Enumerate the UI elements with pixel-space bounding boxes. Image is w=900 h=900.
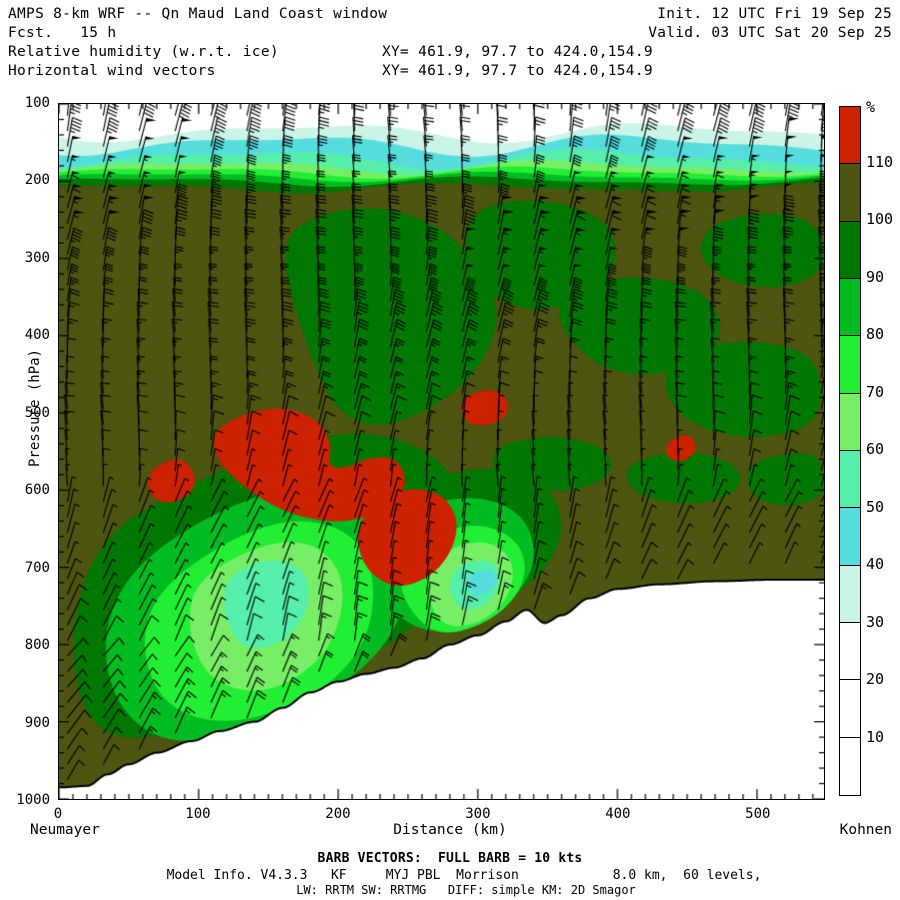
transect-coords-wind: XY= 461.9, 97.7 to 424.0,154.9 (382, 63, 653, 79)
x-tick-label: 0 (53, 806, 63, 822)
colorbar-tick-label: 100 (866, 210, 894, 228)
colorbar-band (840, 565, 860, 623)
model-info-line1: Model Info. V4.3.3 KF MYJ PBL Morrison 8… (166, 868, 762, 883)
y-tick-label: 1000 (16, 792, 50, 808)
colorbar (839, 106, 861, 796)
forecast-hour: Fcst. 15 h (8, 25, 117, 41)
colorbar-tick-label: 110 (866, 152, 894, 171)
colorbar-band (840, 393, 860, 451)
y-tick-label: 700 (24, 559, 50, 576)
x-tick-label: 400 (605, 806, 631, 822)
colorbar-band (840, 622, 860, 681)
colorbar-band (840, 737, 860, 795)
field-label-wind: Horizontal wind vectors (8, 63, 216, 79)
x-axis-title: Distance (km) (393, 822, 507, 838)
colorbar-tick-label: 50 (866, 497, 885, 516)
colorbar-tick-label: 70 (866, 382, 885, 401)
colorbar-band (840, 221, 860, 279)
colorbar-tick-label: 40 (866, 555, 885, 573)
valid-time: Valid. 03 UTC Sat 20 Sep 25 (648, 25, 892, 41)
init-time: Init. 12 UTC Fri 19 Sep 25 (657, 6, 892, 22)
colorbar-band (840, 107, 860, 165)
y-tick-label: 500 (24, 404, 50, 421)
y-tick-label: 300 (24, 249, 50, 266)
x-tick-label: 200 (325, 806, 351, 822)
model-info-line2: LW: RRTM SW: RRTMG DIFF: simple KM: 2D S… (296, 883, 636, 897)
plot-area (58, 103, 825, 800)
colorbar-band (840, 680, 860, 738)
transect-coords-rh: XY= 461.9, 97.7 to 424.0,154.9 (382, 44, 653, 60)
field-label-rh: Relative humidity (w.r.t. ice) (8, 44, 279, 60)
colorbar-tick-label: 90 (866, 267, 885, 286)
colorbar-band (840, 336, 860, 394)
right-endpoint-label: Kohnen (839, 822, 892, 838)
colorbar-tick-label: 10 (866, 727, 885, 746)
x-tick-label: 300 (465, 806, 491, 822)
y-axis-title: Pressure (hPa) (27, 349, 43, 468)
colorbar-band (840, 164, 860, 222)
figure-title: AMPS 8-km WRF -- Qn Maud Land Coast wind… (8, 6, 388, 22)
x-tick-label: 500 (745, 806, 771, 822)
colorbar-tick-label: 80 (866, 325, 885, 343)
colorbar-unit-label: % (866, 98, 876, 116)
colorbar-band (840, 450, 860, 509)
y-tick-label: 400 (24, 327, 50, 344)
y-tick-label: 800 (24, 637, 50, 654)
colorbar-band (840, 278, 860, 337)
colorbar-tick-label: 20 (866, 670, 885, 688)
x-tick-label: 100 (185, 806, 211, 822)
colorbar-tick-label: 30 (866, 612, 885, 631)
y-tick-label: 900 (24, 714, 50, 731)
colorbar-tick-label: 60 (866, 440, 885, 458)
barb-legend: BARB VECTORS: FULL BARB = 10 kts (317, 851, 583, 866)
colorbar-band (840, 508, 860, 566)
y-tick-label: 100 (24, 95, 50, 111)
cross-section-canvas (59, 104, 824, 799)
left-endpoint-label: Neumayer (30, 822, 100, 838)
y-tick-label: 600 (24, 482, 50, 499)
y-tick-label: 200 (24, 172, 50, 189)
